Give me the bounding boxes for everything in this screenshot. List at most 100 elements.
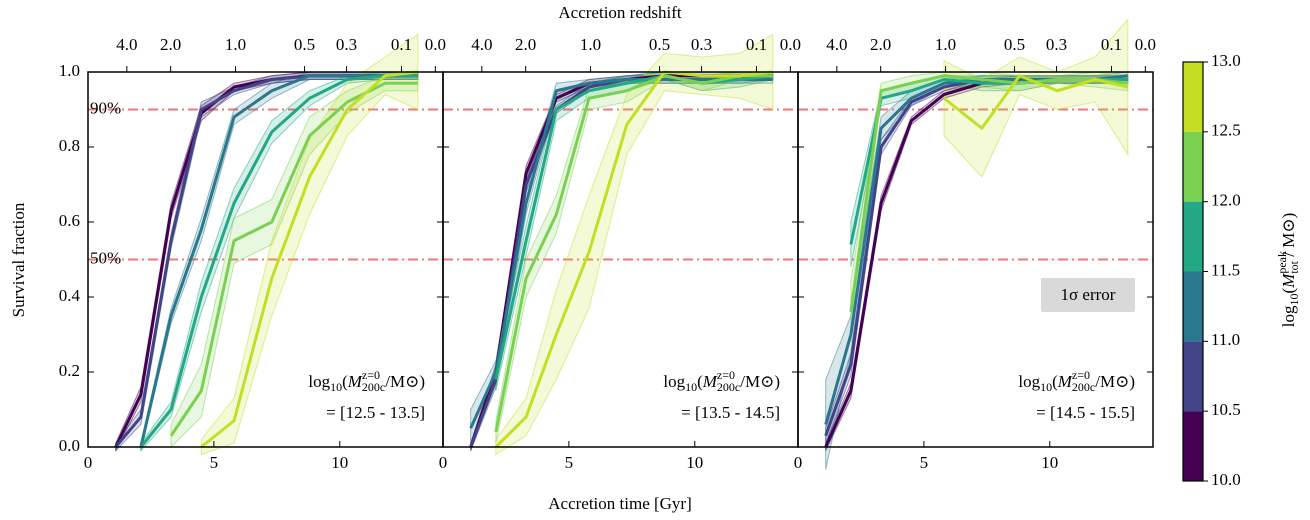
x-tick-label: 5 [210, 453, 219, 472]
label-part: M [1057, 372, 1073, 391]
survival-line [849, 74, 1128, 313]
colorbar-bin [1183, 411, 1203, 481]
colorbar-tick-label: 11.5 [1211, 260, 1240, 279]
x2-tick-label: 0.0 [425, 35, 446, 54]
panel: 0 5 10 4.0 2.0 1.0 0.5 0.3 0.1 0.0 = [13.5 - 14.5] [439, 33, 801, 472]
x2-tick-label: 0.1 [1101, 35, 1122, 54]
label-part: M [702, 372, 718, 391]
x2-tick-label: 0.1 [746, 35, 767, 54]
x2-tick-label: 0.3 [336, 35, 357, 54]
x-tick-label: 0 [84, 453, 93, 472]
x-tick-label: 10 [1041, 453, 1058, 472]
math-label: log10(Mz=0 200c/M⊙) [308, 368, 425, 394]
x2-tick-label: 0.0 [780, 35, 801, 54]
x2-tick-label: 0.5 [294, 35, 315, 54]
x2-tick-label: 2.0 [515, 35, 536, 54]
y-tick-label: 0.2 [59, 361, 80, 380]
survival-line [169, 81, 418, 437]
colorbar-tick-label: 11.0 [1211, 330, 1240, 349]
x2-tick-label: 0.5 [649, 35, 670, 54]
error-band [495, 33, 774, 456]
label-part: /M⊙) [385, 372, 425, 391]
label-part: M [1279, 273, 1298, 289]
panel: 90% 50% 0.0 0.2 0.4 0.6 0.8 1.0 0 5 10 4.0 2.0 1.0 0.5… [59, 33, 446, 472]
colorbar-bin [1183, 131, 1203, 202]
survival-line [494, 70, 773, 449]
x-tick-label: 10 [686, 453, 703, 472]
y-tick-label: 1.0 [59, 61, 80, 80]
math-label: log10(Mz=0 200c/M⊙) [663, 368, 780, 394]
label-subscript: 10 [330, 380, 342, 394]
y-tick-label: 0.0 [59, 436, 80, 455]
label-subscript: 200c [362, 380, 385, 394]
colorbar-tick-label: 12.0 [1211, 191, 1241, 210]
plot-frame [797, 71, 1154, 448]
x2-tick-label: 0.0 [1135, 35, 1156, 54]
survival-line [494, 74, 773, 380]
label-part: ( [342, 372, 348, 391]
error-legend-label: 1σ error [1061, 285, 1116, 304]
y-tick-label: 0.6 [59, 211, 80, 230]
label-part: /M⊙) [1095, 372, 1135, 391]
error-band [200, 33, 419, 456]
x-tick-label: 5 [920, 453, 929, 472]
x-tick-label: 10 [331, 453, 348, 472]
label-superscript: peak [1275, 251, 1289, 274]
label-subscript: 10 [1287, 294, 1301, 306]
survival-line [139, 74, 418, 448]
x2-tick-label: 0.3 [1046, 35, 1067, 54]
panel: 0 5 10 4.0 2.0 1.0 0.5 0.3 0.1 0.0 = [14.5 - 15.5]… [794, 18, 1156, 472]
mass-range: = [12.5 - 13.5] [326, 403, 425, 422]
x-axis-label: Accretion time [Gyr] [548, 494, 692, 513]
y-tick-label: 0.8 [59, 136, 80, 155]
colorbar-tick-label: 12.5 [1211, 121, 1241, 140]
label-part: / M⊙) [1279, 213, 1298, 261]
label-part: M [347, 372, 363, 391]
mass-range: = [13.5 - 14.5] [681, 403, 780, 422]
colorbar-tick-label: 10.5 [1211, 400, 1241, 419]
colorbar-bin [1183, 201, 1203, 272]
mass-range: = [14.5 - 15.5] [1036, 403, 1135, 422]
label-superscript: z=0 [1072, 368, 1090, 382]
x2-tick-label: 1.0 [580, 35, 601, 54]
label-superscript: z=0 [362, 368, 380, 382]
x2-axis-label: Accretion redshift [558, 3, 681, 22]
label-subscript: 200c [717, 380, 740, 394]
x2-tick-label: 4.0 [116, 35, 137, 54]
survival-line [943, 74, 1129, 130]
label-subscript: 10 [1040, 380, 1052, 394]
colorbar-tick-label: 13.0 [1211, 51, 1241, 70]
error-band [943, 18, 1129, 178]
colorbar-bin [1183, 271, 1203, 342]
label-part: /M⊙) [740, 372, 780, 391]
label-part: log [663, 372, 685, 391]
label-part: log [1018, 372, 1040, 391]
label-superscript: z=0 [717, 368, 735, 382]
error-legend-box [1041, 278, 1135, 312]
math-label: log10(Mz=0 200c/M⊙) [1018, 368, 1135, 394]
colorbar-tick-label: 10.0 [1211, 470, 1241, 489]
x2-tick-label: 4.0 [826, 35, 847, 54]
x2-tick-label: 4.0 [471, 35, 492, 54]
y-axis-label: Survival fraction [9, 202, 28, 317]
x2-tick-label: 0.3 [691, 35, 712, 54]
x2-tick-label: 2.0 [160, 35, 181, 54]
x2-tick-label: 0.5 [1004, 35, 1025, 54]
label-part: log [1279, 305, 1298, 327]
x-tick-label: 0 [439, 453, 448, 472]
x2-tick-label: 2.0 [870, 35, 891, 54]
reference-label: 50% [90, 248, 121, 267]
reference-label: 90% [90, 98, 121, 117]
x-tick-label: 5 [565, 453, 574, 472]
math-label: log10(Mpeaktot / M⊙) [1275, 213, 1301, 328]
label-part: ( [1052, 372, 1058, 391]
x2-tick-label: 1.0 [225, 35, 246, 54]
label-part: log [308, 372, 330, 391]
survival-line [200, 70, 418, 449]
label-subscript: 200c [1072, 380, 1095, 394]
label-part: ( [1279, 288, 1298, 294]
x2-tick-label: 0.1 [391, 35, 412, 54]
survival-line [494, 74, 773, 433]
colorbar-bin [1183, 62, 1203, 132]
